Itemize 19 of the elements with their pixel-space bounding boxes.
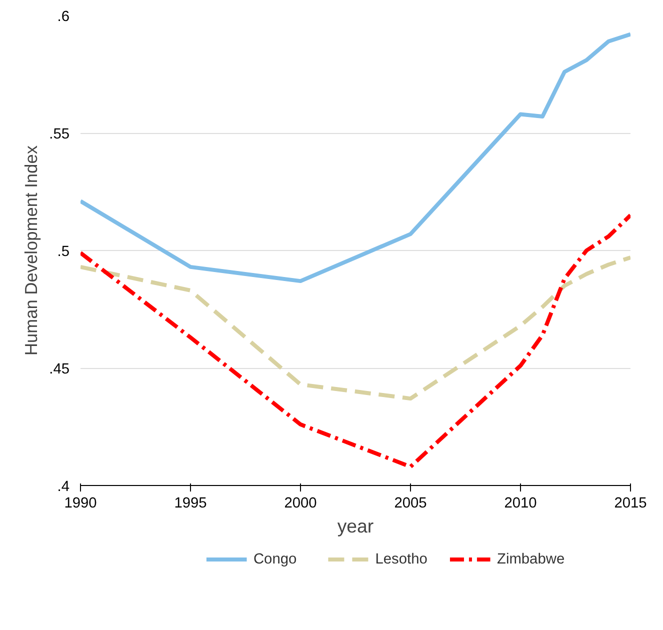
y-tick-label: .45 bbox=[49, 362, 70, 378]
x-tick-label: 2015 bbox=[614, 496, 647, 512]
legend-label: Zimbabwe bbox=[496, 552, 565, 568]
y-tick-label: .55 bbox=[49, 126, 70, 142]
x-tick-label: 1995 bbox=[174, 496, 207, 512]
y-tick-label: .4 bbox=[57, 479, 70, 495]
x-tick-label: 1990 bbox=[64, 496, 97, 512]
y-tick-label: .5 bbox=[57, 244, 70, 260]
legend-label: Lesotho bbox=[375, 552, 428, 568]
line-series bbox=[80, 213, 630, 469]
y-tick-label: .6 bbox=[57, 9, 70, 25]
x-tick-label: 2005 bbox=[394, 496, 427, 512]
y-axis-title: Human Development Index bbox=[21, 145, 42, 356]
x-tick-label: 2010 bbox=[504, 496, 537, 512]
x-axis-title: year bbox=[337, 516, 374, 536]
legend-label: Congo bbox=[253, 552, 297, 568]
x-tick-label: 2000 bbox=[284, 496, 317, 512]
line-series bbox=[80, 32, 630, 284]
line-series bbox=[80, 256, 630, 401]
